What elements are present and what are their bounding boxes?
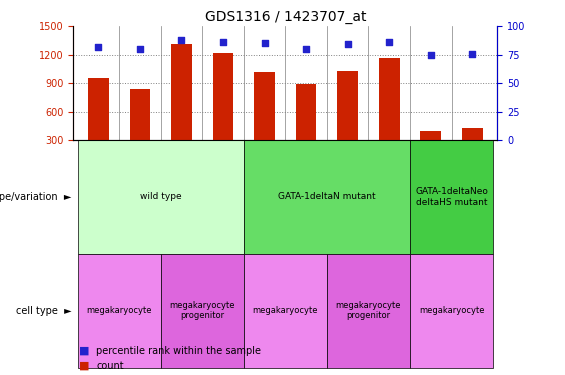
Point <box>94 44 103 50</box>
Text: ■: ■ <box>79 361 90 370</box>
Title: GDS1316 / 1423707_at: GDS1316 / 1423707_at <box>205 10 366 24</box>
Bar <box>88 78 108 168</box>
FancyBboxPatch shape <box>244 254 327 368</box>
Text: megakaryocyte
progenitor: megakaryocyte progenitor <box>170 301 235 320</box>
Text: wild type: wild type <box>140 192 181 201</box>
Text: cell type  ►: cell type ► <box>16 306 71 316</box>
Point <box>302 46 311 52</box>
Text: count: count <box>96 361 124 370</box>
Text: ■: ■ <box>79 346 90 355</box>
FancyBboxPatch shape <box>410 140 493 254</box>
Bar <box>379 57 399 168</box>
Point <box>468 51 477 57</box>
Bar <box>254 72 275 168</box>
Bar <box>129 89 150 168</box>
Text: GATA-1deltaNeo
deltaHS mutant: GATA-1deltaNeo deltaHS mutant <box>415 187 488 207</box>
Bar <box>212 53 233 168</box>
Point <box>385 39 394 45</box>
Point <box>343 42 352 48</box>
Bar <box>295 84 316 168</box>
Text: megakaryocyte: megakaryocyte <box>253 306 318 315</box>
Bar <box>337 71 358 168</box>
Text: genotype/variation  ►: genotype/variation ► <box>0 192 71 202</box>
Point <box>177 37 186 43</box>
FancyBboxPatch shape <box>160 254 244 368</box>
Bar <box>462 128 483 168</box>
Text: GATA-1deltaN mutant: GATA-1deltaN mutant <box>278 192 376 201</box>
Text: percentile rank within the sample: percentile rank within the sample <box>96 346 261 355</box>
Point <box>260 40 269 46</box>
FancyBboxPatch shape <box>327 254 410 368</box>
Bar <box>171 44 192 168</box>
FancyBboxPatch shape <box>410 254 493 368</box>
Text: megakaryocyte: megakaryocyte <box>86 306 152 315</box>
Point <box>219 39 228 45</box>
Text: megakaryocyte: megakaryocyte <box>419 306 484 315</box>
FancyBboxPatch shape <box>244 140 410 254</box>
Point <box>426 52 435 58</box>
FancyBboxPatch shape <box>77 254 160 368</box>
FancyBboxPatch shape <box>77 140 244 254</box>
Text: megakaryocyte
progenitor: megakaryocyte progenitor <box>336 301 401 320</box>
Point <box>136 46 145 52</box>
Bar <box>420 130 441 168</box>
